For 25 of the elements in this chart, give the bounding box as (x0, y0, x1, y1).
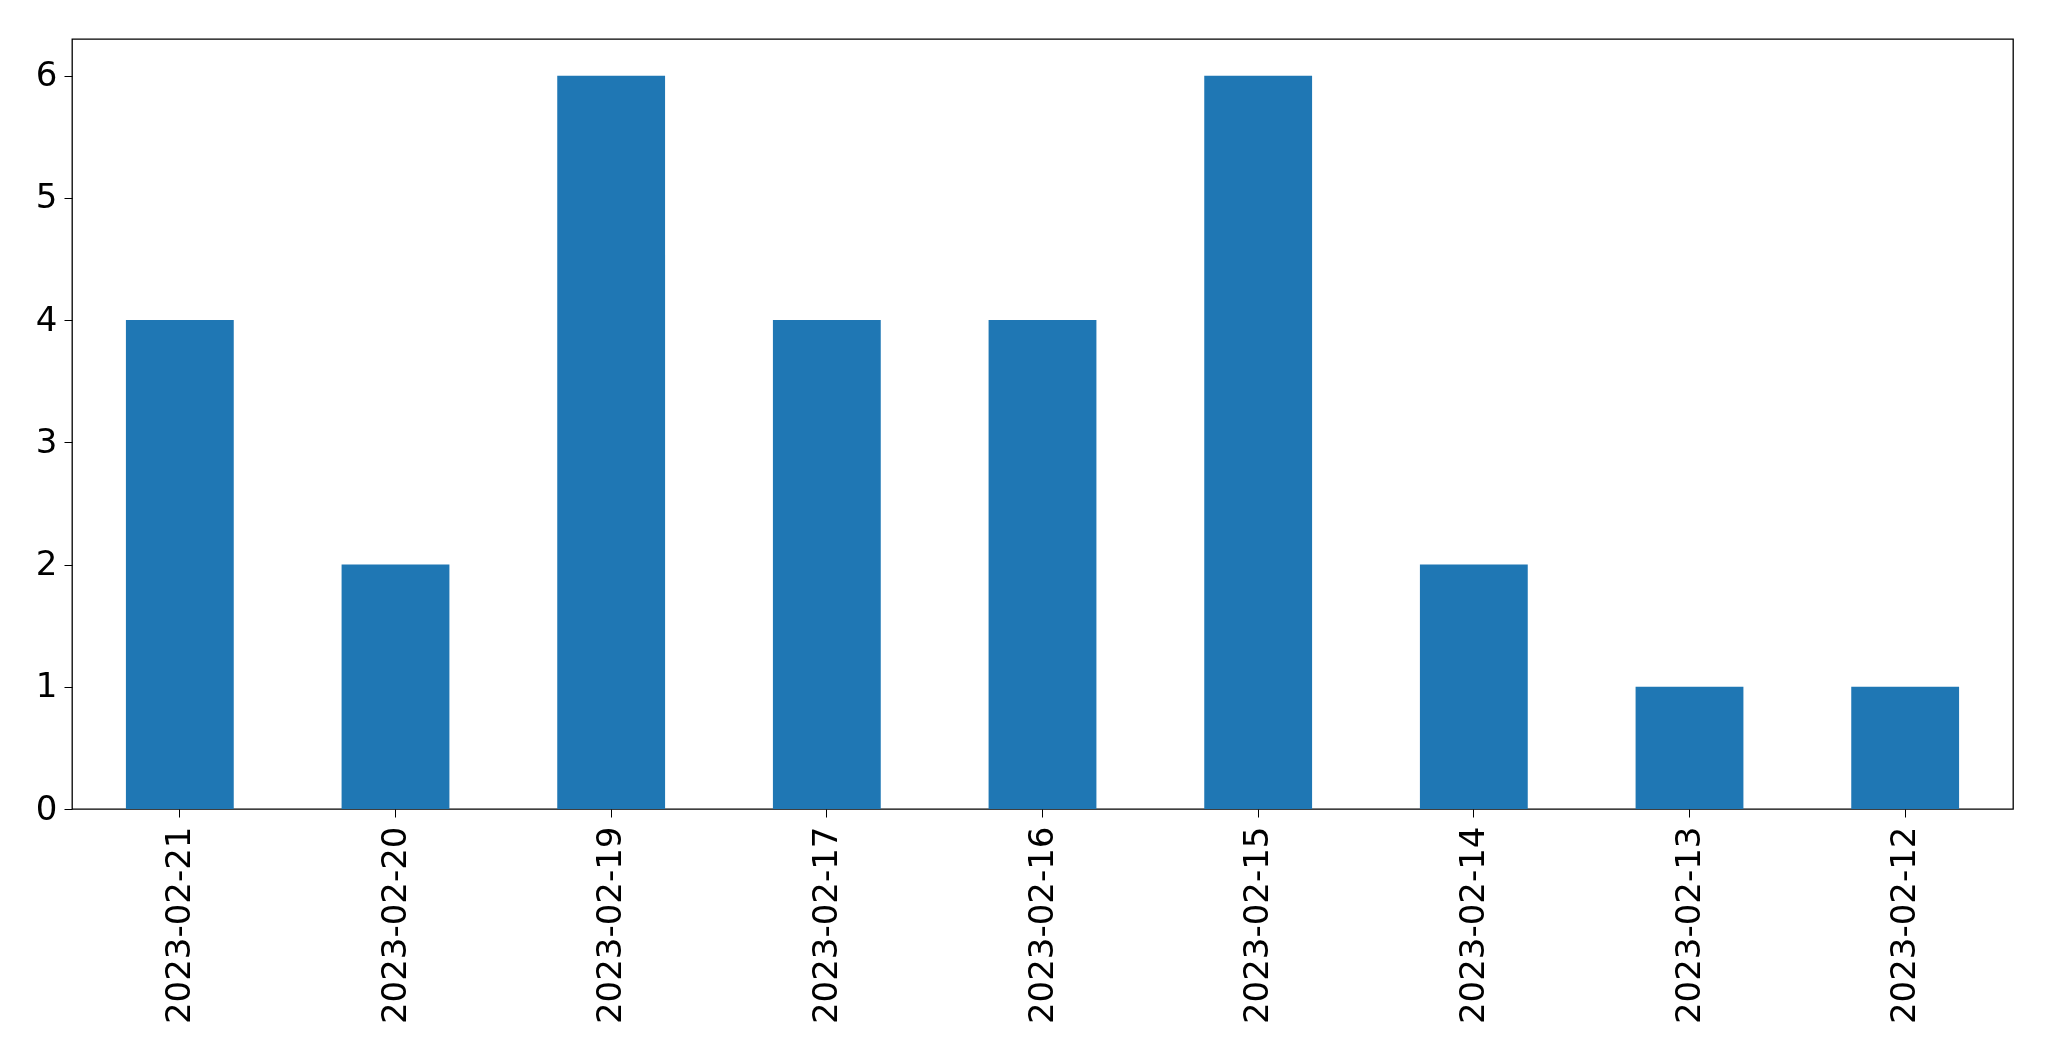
bar (341, 564, 450, 809)
bar (1851, 686, 1960, 809)
y-tick-label: 0 (35, 787, 58, 828)
x-tick-label: 2023-02-12 (1883, 826, 1924, 1025)
y-tick-label: 3 (35, 420, 58, 461)
y-tick-label: 1 (35, 665, 58, 706)
bar (125, 320, 234, 809)
y-tick-label: 5 (35, 176, 58, 217)
bar (1204, 75, 1313, 809)
x-tick-label: 2023-02-17 (804, 826, 845, 1025)
x-tick-label: 2023-02-20 (373, 826, 414, 1025)
x-tick-label: 2023-02-13 (1667, 826, 1708, 1025)
x-tick-label: 2023-02-21 (157, 826, 198, 1025)
y-tick-label: 6 (35, 54, 58, 95)
x-tick-label: 2023-02-14 (1451, 826, 1492, 1025)
x-tick-label: 2023-02-15 (1236, 826, 1277, 1025)
y-tick-label: 4 (35, 298, 58, 339)
x-tick-label: 2023-02-19 (589, 826, 630, 1025)
bar (772, 320, 881, 809)
x-tick-label: 2023-02-16 (1020, 826, 1061, 1025)
bar (988, 320, 1097, 809)
y-tick-label: 2 (35, 543, 58, 584)
bar (557, 75, 666, 809)
bar (1635, 686, 1744, 809)
bar (1419, 564, 1528, 809)
